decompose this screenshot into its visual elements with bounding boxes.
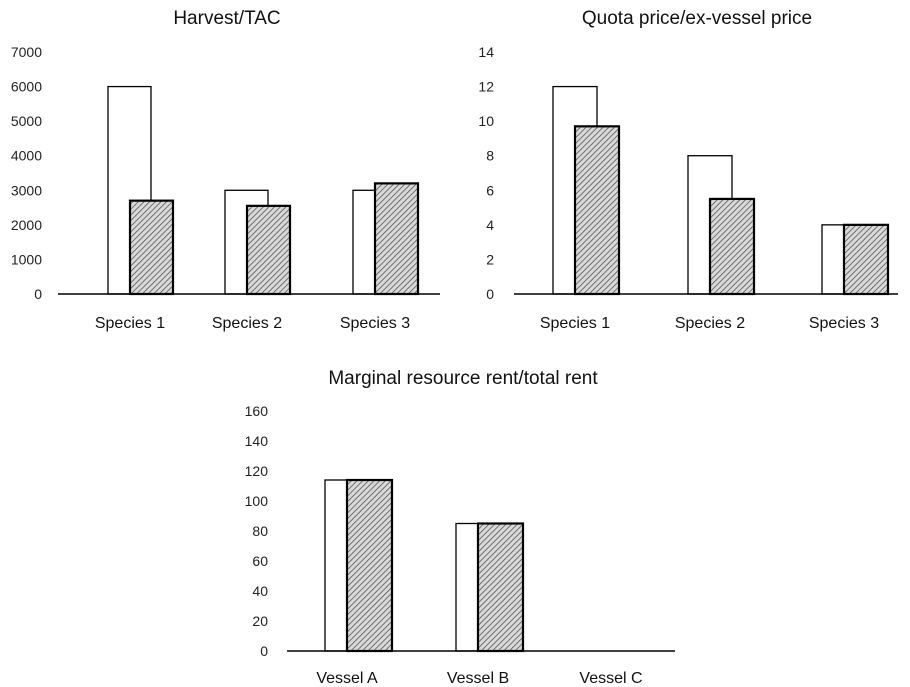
y-tick-label: 4000	[11, 148, 42, 164]
category-label: Vessel C	[579, 670, 642, 687]
y-tick-label: 6	[486, 182, 494, 198]
bar-hatched	[573, 125, 621, 296]
y-tick-label: 2000	[11, 217, 42, 233]
category-label: Species 2	[675, 315, 745, 332]
chart-2: Quota price/ex-vessel price 0 2 4 6 8 10 12 14 Sp…	[478, 8, 898, 332]
chart-1: Harvest/TAC 0 1000 2000 3000 4000 5000 6000 7000…	[11, 8, 440, 332]
chart-3: Marginal resource rent/total rent 0 20 40 60…	[245, 368, 675, 687]
y-tick-label: 1000	[11, 251, 42, 267]
y-tick-label: 2	[486, 251, 494, 267]
chart-title: Marginal resource rent/total rent	[328, 368, 598, 389]
bar-hatched	[476, 522, 525, 653]
y-tick-label: 60	[252, 553, 268, 569]
category-label: Vessel B	[447, 670, 509, 687]
bar-hatched	[373, 182, 420, 296]
y-tick-label: 120	[245, 463, 269, 479]
y-tick-label: 14	[478, 44, 494, 60]
category-label: Species 1	[540, 315, 610, 332]
y-tick-label: 0	[34, 286, 42, 302]
y-tick-label: 140	[245, 433, 269, 449]
y-tick-label: 7000	[11, 44, 42, 60]
bar-hatched	[842, 223, 890, 296]
y-tick-label: 0	[486, 286, 494, 302]
y-tick-label: 3000	[11, 182, 42, 198]
y-tick-label: 160	[245, 403, 269, 419]
y-tick-label: 20	[252, 613, 268, 629]
bar-hatched	[708, 197, 756, 296]
bar-hatched	[245, 204, 292, 296]
category-label: Vessel A	[316, 670, 378, 687]
y-tick-label: 6000	[11, 79, 42, 95]
y-tick-label: 5000	[11, 113, 42, 129]
bar-hatched	[128, 199, 175, 296]
y-tick-label: 10	[478, 113, 494, 129]
y-tick-label: 80	[252, 523, 268, 539]
y-tick-label: 40	[252, 583, 268, 599]
bar-hatched	[345, 478, 394, 653]
y-tick-label: 8	[486, 148, 494, 164]
y-tick-label: 12	[478, 79, 494, 95]
chart-title: Quota price/ex-vessel price	[582, 8, 812, 29]
category-label: Species 3	[809, 315, 879, 332]
category-label: Species 2	[212, 315, 282, 332]
category-label: Species 3	[340, 315, 410, 332]
category-label: Species 1	[95, 315, 165, 332]
y-tick-label: 4	[486, 217, 494, 233]
chart-title: Harvest/TAC	[173, 8, 280, 29]
y-tick-label: 0	[260, 643, 268, 659]
y-tick-label: 100	[245, 493, 269, 509]
